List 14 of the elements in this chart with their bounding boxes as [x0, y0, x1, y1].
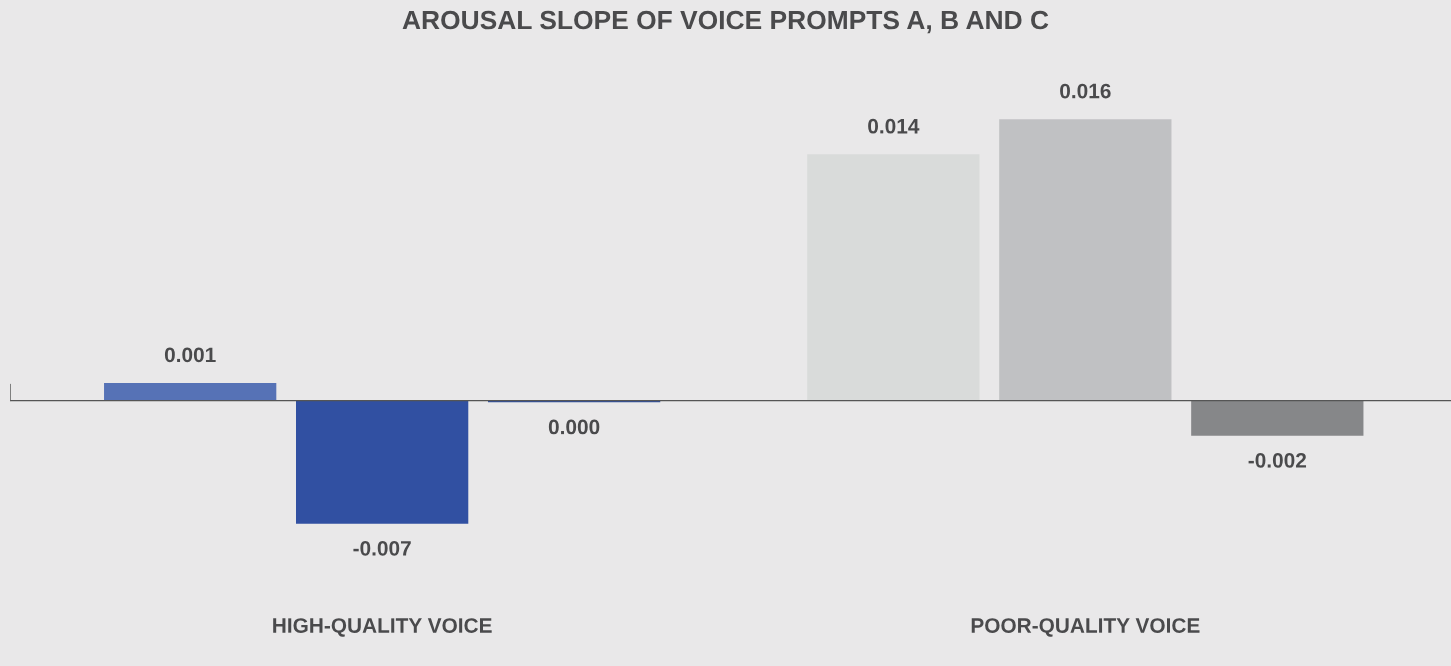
data-label: -0.007 [353, 540, 411, 556]
data-label: 0.001 [164, 347, 216, 363]
data-label: 0.016 [1060, 83, 1111, 99]
chart-title: AROUSAL SLOPE OF VOICE PROMPTS A, B AND C [402, 10, 1049, 34]
x-tick-label: POOR-QUALITY VOICE [971, 618, 1200, 637]
bar [104, 383, 277, 401]
bar [1191, 400, 1364, 436]
bar [807, 154, 980, 401]
bar [999, 119, 1172, 401]
data-label: -0.002 [1248, 453, 1307, 468]
data-label: 0.000 [548, 419, 600, 435]
x-tick-label: HIGH-QUALITY VOICE [273, 618, 492, 637]
bar [296, 400, 469, 524]
data-label: 0.014 [868, 118, 920, 134]
